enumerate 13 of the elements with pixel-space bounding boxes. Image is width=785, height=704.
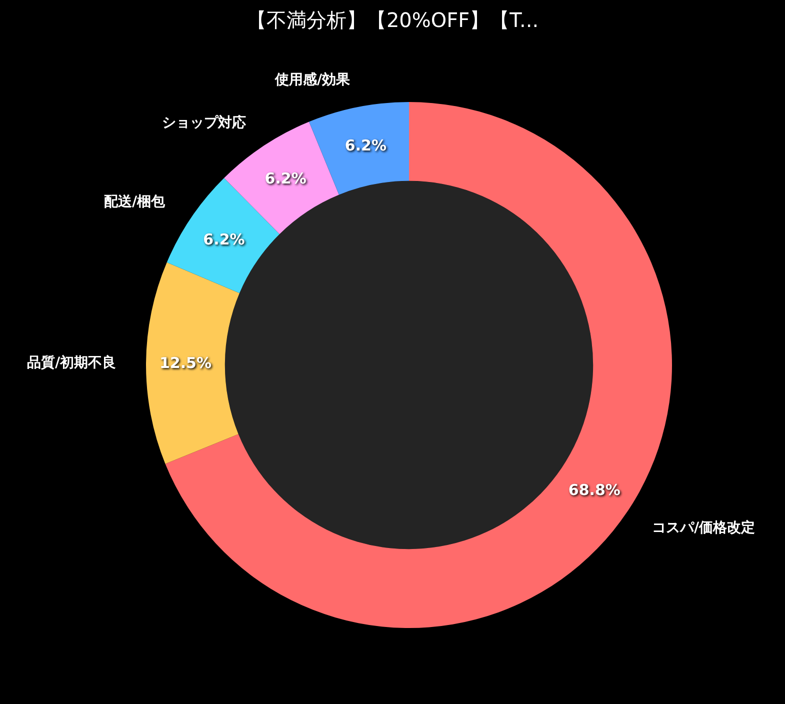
slice-label: コスパ/価格改定 [652, 519, 756, 536]
slice-label: ショップ対応 [162, 114, 246, 131]
data-label: 68.8% [568, 480, 620, 499]
data-label: 6.2% [203, 230, 245, 249]
data-label: 6.2% [344, 136, 386, 155]
data-label: 6.2% [264, 170, 306, 188]
slice-label: 品質/初期不良 [27, 354, 116, 371]
slice-label: 配送/梱包 [104, 194, 166, 210]
chart-title: 【不満分析】【20%OFF】【T... [246, 8, 539, 32]
slice-label: 使用感/効果 [274, 72, 352, 88]
donut-slice [146, 262, 240, 464]
data-label: 12.5% [159, 354, 212, 372]
donut-slice [309, 102, 409, 195]
